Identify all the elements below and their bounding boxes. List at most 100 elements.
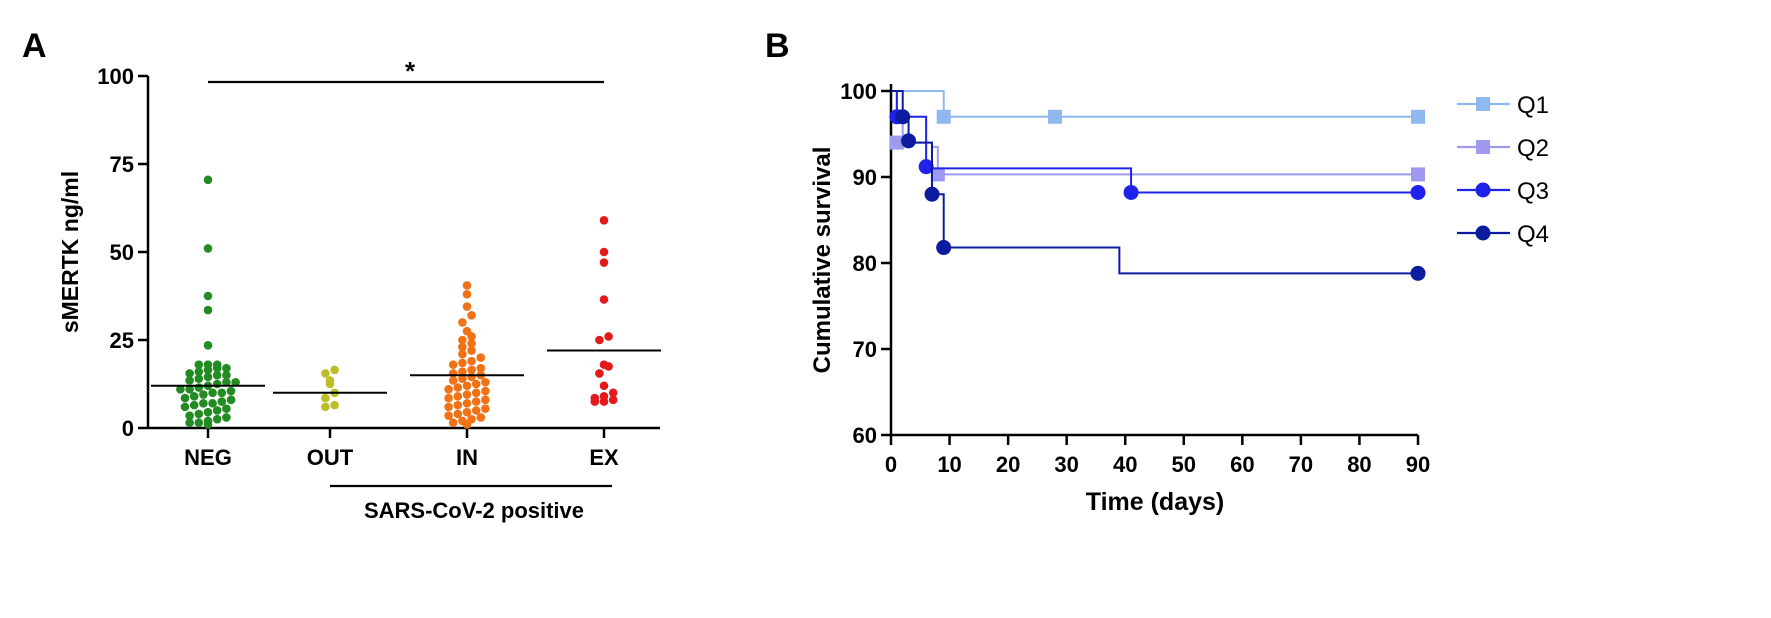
point-in — [462, 407, 472, 417]
legend-item-q1: Q1 — [1457, 92, 1549, 119]
point-in — [462, 390, 472, 399]
point-in — [467, 365, 476, 375]
point-neg — [185, 418, 194, 428]
point-in — [467, 332, 476, 341]
point-in — [467, 311, 476, 320]
point-in — [444, 402, 453, 412]
marker-q2 — [889, 135, 904, 150]
point-neg — [231, 377, 240, 387]
legend-label: Q3 — [1517, 178, 1549, 205]
point-neg — [217, 388, 227, 398]
point-in — [481, 404, 490, 413]
point-in — [453, 400, 463, 410]
curve-q2 — [891, 90, 1418, 176]
point-neg — [212, 406, 222, 415]
marker-q3 — [1123, 184, 1139, 200]
x-tick-label: 40 — [1113, 452, 1137, 477]
point-in — [471, 379, 481, 389]
legend-item-q2: Q2 — [1457, 135, 1549, 162]
point-in — [444, 411, 453, 420]
marker-q4 — [1410, 265, 1426, 281]
point-neg — [222, 370, 231, 380]
marker-q4 — [895, 109, 911, 125]
point-neg — [176, 384, 185, 394]
point-in — [448, 418, 458, 428]
point-in — [458, 367, 467, 376]
point-out — [321, 393, 330, 403]
legend-marker — [1475, 225, 1491, 241]
x-tick-label-ex: EX — [589, 445, 619, 470]
point-in — [467, 356, 476, 366]
point-neg — [203, 407, 213, 417]
series-q3 — [889, 90, 1426, 200]
panel-b: B Cumulative survival Time (days) 60 70 80… — [765, 27, 1549, 516]
marker-q1 — [1411, 109, 1425, 124]
point-ex — [608, 395, 618, 405]
point-neg — [222, 363, 231, 373]
y-tick-label: 100 — [97, 64, 134, 89]
y-tick-label: 70 — [853, 337, 877, 362]
point-neg — [203, 305, 213, 315]
point-in — [458, 349, 467, 359]
y-tick-label: 80 — [853, 251, 877, 276]
y-tick-label: 100 — [840, 79, 877, 104]
point-out — [330, 400, 339, 410]
marker-q4 — [936, 240, 952, 256]
series-q1 — [891, 90, 1425, 124]
point-in — [476, 353, 486, 362]
point-neg — [203, 244, 213, 253]
marker-q3 — [1410, 184, 1426, 200]
marker-q4 — [924, 186, 940, 202]
point-in — [481, 377, 490, 387]
legend-item-q3: Q3 — [1457, 178, 1549, 205]
curve-q3 — [891, 90, 1418, 194]
point-in — [458, 342, 467, 352]
x-tick-label: 70 — [1289, 452, 1313, 477]
point-in — [458, 374, 467, 384]
point-ex — [599, 216, 609, 225]
point-in — [458, 335, 467, 345]
point-in — [476, 363, 486, 373]
point-out — [325, 379, 335, 389]
marker-q1 — [936, 109, 951, 124]
point-in — [462, 289, 472, 299]
point-neg — [185, 411, 194, 420]
point-in — [453, 409, 463, 419]
point-in — [462, 302, 472, 311]
legend-marker — [1476, 140, 1490, 154]
x-tick-label-neg: NEG — [184, 445, 232, 470]
point-ex — [604, 332, 613, 341]
point-in — [481, 395, 490, 405]
x-tick-label: 60 — [1230, 452, 1254, 477]
point-ex — [599, 295, 609, 304]
point-in — [467, 372, 476, 382]
point-in — [462, 420, 472, 429]
point-ex — [604, 362, 613, 371]
point-neg — [203, 372, 213, 382]
curve-q1 — [891, 90, 1418, 118]
y-ticks-b: 60 70 80 90 100 — [840, 79, 891, 448]
legend-label: Q2 — [1517, 135, 1549, 162]
point-neg — [185, 376, 194, 385]
point-ex — [599, 247, 609, 257]
x-tick-label: 80 — [1347, 452, 1371, 477]
point-in — [471, 388, 481, 398]
marker-q3 — [918, 159, 934, 175]
point-in — [467, 339, 476, 348]
marker-q2 — [1411, 167, 1425, 182]
median-lines — [151, 349, 661, 394]
point-neg — [203, 365, 213, 375]
point-neg — [180, 402, 190, 412]
x-tick-label: 50 — [1172, 452, 1196, 477]
point-in — [444, 384, 453, 394]
point-in — [448, 376, 458, 385]
x-tick-label: 90 — [1406, 452, 1430, 477]
point-in — [453, 392, 463, 401]
x-tick-label: 0 — [885, 452, 897, 477]
point-in — [458, 358, 467, 368]
point-neg — [208, 388, 217, 398]
point-neg — [194, 374, 204, 384]
point-in — [453, 383, 463, 392]
point-neg — [189, 392, 199, 401]
point-in — [462, 399, 472, 408]
